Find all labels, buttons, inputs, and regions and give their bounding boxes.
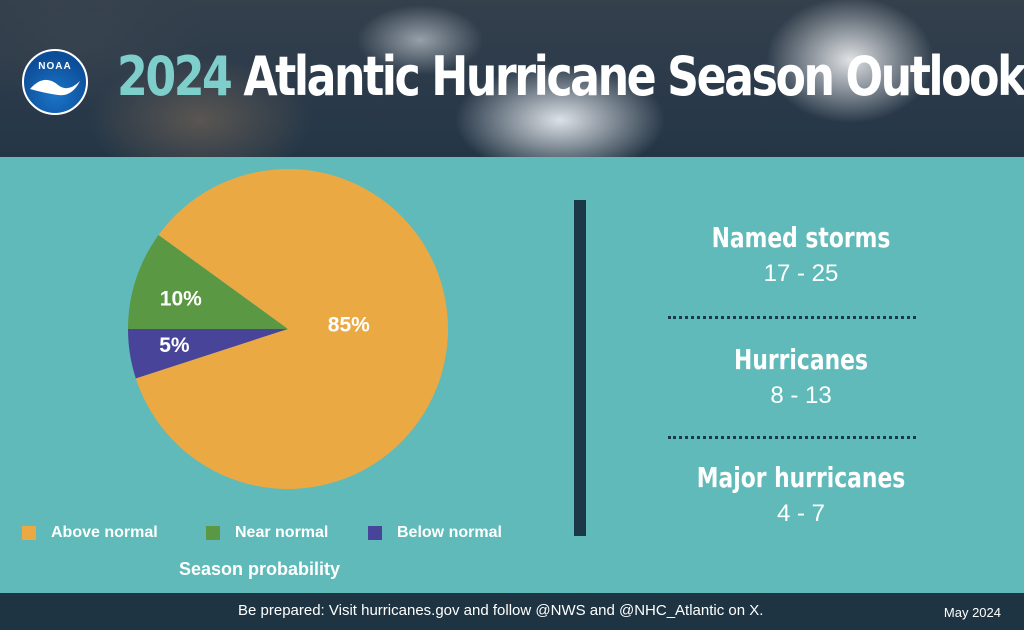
legend-item-near-normal: Near normal	[206, 522, 328, 544]
legend-item-below-normal: Below normal	[368, 522, 502, 544]
page-title: 2024 Atlantic Hurricane Season Outlook	[117, 42, 1024, 112]
pie-label-above-normal: 85%	[328, 313, 370, 336]
stat-value-major-hurricanes: 4 - 7	[776, 500, 826, 527]
stat-value-named-storms: 17 - 25	[763, 260, 839, 287]
pie-label-below-normal: 5%	[159, 334, 190, 357]
title-year: 2024	[117, 45, 233, 108]
footer-bar: Be prepared: Visit hurricanes.gov and fo…	[0, 593, 1024, 630]
header-banner: NOAA 2024 Atlantic Hurricane Season Outl…	[0, 0, 1024, 157]
legend-label-above-normal: Above normal	[51, 524, 158, 541]
pie-slice-below-normal	[128, 329, 288, 379]
stat-value-hurricanes: 8 - 13	[770, 382, 832, 409]
dotted-divider	[668, 316, 916, 319]
legend-item-above-normal: Above normal	[22, 522, 158, 544]
footer-message: Be prepared: Visit hurricanes.gov and fo…	[238, 602, 764, 619]
legend-swatch-above-normal	[22, 526, 36, 540]
season-probability-pie-chart: 85% 10% 5%	[128, 169, 448, 490]
legend-label-near-normal: Near normal	[235, 524, 329, 541]
pie-slice-near-normal	[128, 234, 288, 329]
legend-swatch-near-normal	[206, 526, 220, 540]
stat-label-named-storms: Named storms	[711, 221, 891, 254]
chart-title: Season probability	[179, 559, 341, 579]
pie-label-near-normal: 10%	[160, 288, 202, 311]
legend-swatch-below-normal	[368, 526, 382, 540]
logo-text: NOAA	[38, 61, 72, 72]
pie-slice-above-normal	[135, 169, 448, 490]
footer-date: May 2024	[943, 605, 1001, 620]
title-text: Atlantic Hurricane Season Outlook	[230, 45, 1024, 108]
legend-label-below-normal: Below normal	[397, 524, 502, 541]
noaa-logo: NOAA	[22, 49, 88, 115]
stat-label-hurricanes: Hurricanes	[734, 343, 868, 376]
vertical-divider	[574, 200, 586, 536]
dotted-divider	[668, 436, 916, 439]
noaa-bird-icon	[30, 79, 80, 96]
stat-label-major-hurricanes: Major hurricanes	[696, 461, 906, 494]
